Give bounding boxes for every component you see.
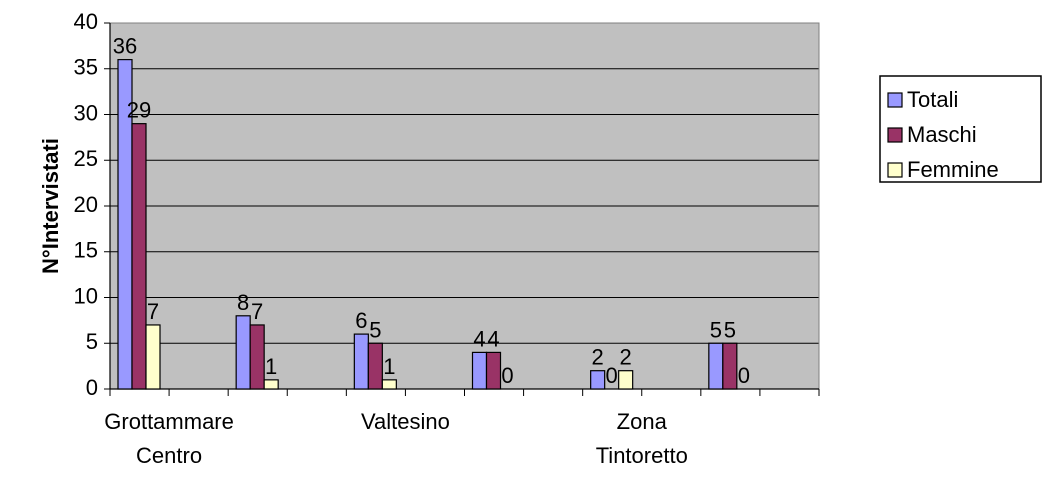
y-tick-label: 0: [86, 375, 98, 400]
data-label: 2: [592, 345, 604, 370]
x-axis: Grottammare Centro Valtesino Zona Tintoretto: [104, 388, 820, 468]
legend-swatch-totali: [887, 92, 903, 108]
bar-maschi: [249, 324, 265, 390]
y-tick-label: 10: [74, 283, 98, 308]
y-tick-label: 30: [74, 100, 98, 125]
y-tick-label: 5: [86, 329, 98, 354]
bar-maschi: [367, 342, 383, 390]
bar-totali: [353, 333, 369, 390]
y-tick-label: 15: [74, 238, 98, 263]
y-tick-label: 40: [74, 9, 98, 34]
x-category-label: Zona Tintoretto: [596, 409, 688, 468]
data-label: 4: [487, 326, 499, 351]
bar-maschi: [722, 342, 738, 390]
bar-totali: [471, 351, 488, 390]
y-axis: 0 5 10 15 20 25 30 35 40: [74, 9, 111, 400]
bar-femmine: [381, 379, 397, 390]
data-label: 5: [369, 317, 381, 342]
x-category-label: Grottammare Centro: [104, 409, 234, 468]
y-tick-label: 20: [74, 192, 98, 217]
legend-label-totali: Totali: [907, 87, 958, 112]
bar-series: [117, 58, 738, 390]
bar-totali: [708, 342, 724, 390]
y-axis-label: N°Intervistati: [38, 138, 63, 274]
data-label: 0: [738, 363, 750, 388]
legend-swatch-maschi: [887, 127, 903, 143]
data-label: 2: [620, 345, 632, 370]
bar-totali: [235, 315, 251, 390]
bar-maschi: [485, 351, 502, 390]
x-category-label-line: Zona: [617, 409, 668, 434]
bar-totali: [590, 370, 606, 390]
data-label: 0: [606, 363, 618, 388]
data-label: 8: [237, 290, 249, 315]
data-label: 1: [265, 354, 277, 379]
data-label: 7: [251, 299, 263, 324]
data-label: 7: [147, 299, 159, 324]
data-label: 5: [724, 317, 736, 342]
data-label: 5: [710, 317, 722, 342]
data-label: 0: [501, 363, 513, 388]
x-category-label-line: Tintoretto: [596, 443, 688, 468]
data-label: 6: [355, 308, 367, 333]
x-category-label: Valtesino: [361, 409, 450, 434]
legend-label-maschi: Maschi: [907, 122, 977, 147]
legend-box: [879, 75, 1042, 183]
data-label: 36: [113, 34, 137, 59]
bar-femmine: [263, 379, 279, 390]
y-tick-label: 25: [74, 146, 98, 171]
bar-maschi: [131, 123, 147, 390]
data-label: 1: [383, 354, 395, 379]
x-category-label-line: Centro: [136, 443, 202, 468]
bar-femmine: [618, 370, 634, 390]
x-category-label-line: Valtesino: [361, 409, 450, 434]
legend-label-femmine: Femmine: [907, 157, 999, 182]
legend: Totali Maschi Femmine: [879, 75, 1042, 183]
data-label: 29: [127, 98, 151, 123]
data-label: 4: [473, 326, 485, 351]
bar-femmine: [145, 324, 161, 390]
x-category-label-line: Grottammare: [104, 409, 234, 434]
y-tick-label: 35: [74, 55, 98, 80]
legend-swatch-femmine: [887, 162, 903, 178]
